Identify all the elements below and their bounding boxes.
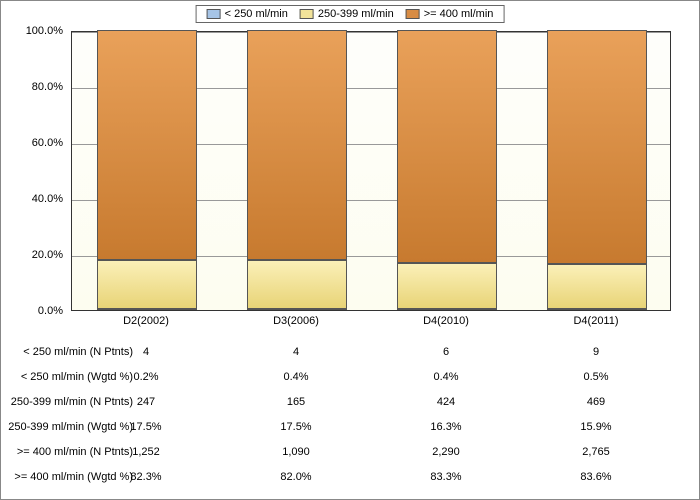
bar-segment	[397, 263, 497, 309]
table-cell: 469	[587, 396, 605, 408]
xtick-label: D4(2011)	[573, 315, 618, 327]
legend-item: 250-399 ml/min	[300, 8, 394, 20]
bar-group	[547, 32, 647, 310]
bar-segment	[397, 30, 497, 263]
bar-group	[397, 32, 497, 310]
row-label: 250-399 ml/min (Wgtd %)	[1, 421, 141, 433]
bar-group	[247, 32, 347, 310]
table-row: >= 400 ml/min (N Ptnts)1,252 1,090 2,290 2,…	[1, 439, 700, 464]
legend-swatch	[300, 9, 314, 19]
table-row: < 250 ml/min (Wgtd %)0.2% 0.4% 0.4% 0.5%	[1, 364, 700, 389]
row-label: >= 400 ml/min (Wgtd %)	[1, 471, 141, 483]
table-cell: 165	[287, 396, 305, 408]
table-cell: 82.0%	[280, 471, 311, 483]
table-cell: 4	[293, 346, 299, 358]
table-cell: 83.3%	[430, 471, 461, 483]
bar-group	[97, 32, 197, 310]
table-cell: 16.3%	[430, 421, 461, 433]
table-cell: 1,252	[132, 446, 160, 458]
bar-segment	[97, 30, 197, 260]
table-cell: 1,090	[282, 446, 310, 458]
table-row: < 250 ml/min (N Ptnts)4469	[1, 339, 700, 364]
row-label: >= 400 ml/min (N Ptnts)	[1, 446, 141, 458]
table-cell: 82.3%	[130, 471, 161, 483]
table-cell: 0.2%	[133, 371, 158, 383]
table-cell: 4	[143, 346, 149, 358]
row-label: < 250 ml/min (N Ptnts)	[1, 346, 141, 358]
legend-label: 250-399 ml/min	[318, 8, 394, 20]
ytick-label: 80.0%	[13, 81, 63, 93]
row-label: 250-399 ml/min (N Ptnts)	[1, 396, 141, 408]
table-cell: 9	[593, 346, 599, 358]
data-table: < 250 ml/min (N Ptnts)4469< 250 ml/min (…	[1, 339, 700, 489]
xtick-label: D2(2002)	[123, 315, 169, 327]
table-cell: 0.4%	[433, 371, 458, 383]
bar-segment	[97, 260, 197, 309]
table-row: >= 400 ml/min (Wgtd %)82.3% 82.0% 83.3% 83.…	[1, 464, 700, 489]
table-cell: 424	[437, 396, 455, 408]
legend: < 250 ml/min 250-399 ml/min >= 400 ml/min	[196, 5, 505, 23]
bar-segment	[247, 260, 347, 309]
table-row: 250-399 ml/min (N Ptnts)247 165 424 469	[1, 389, 700, 414]
row-label: < 250 ml/min (Wgtd %)	[1, 371, 141, 383]
chart-container: < 250 ml/min 250-399 ml/min >= 400 ml/min …	[0, 0, 700, 500]
plot-area	[71, 31, 671, 311]
table-cell: 2,765	[582, 446, 610, 458]
legend-item: >= 400 ml/min	[406, 8, 494, 20]
table-cell: 0.4%	[283, 371, 308, 383]
bar-segment	[547, 30, 647, 264]
table-cell: 2,290	[432, 446, 460, 458]
legend-item: < 250 ml/min	[207, 8, 288, 20]
legend-swatch	[406, 9, 420, 19]
legend-swatch	[207, 9, 221, 19]
legend-label: >= 400 ml/min	[424, 8, 494, 20]
xtick-label: D3(2006)	[273, 315, 319, 327]
bar-segment	[547, 264, 647, 309]
legend-label: < 250 ml/min	[225, 8, 288, 20]
ytick-label: 60.0%	[13, 137, 63, 149]
table-cell: 17.5%	[280, 421, 311, 433]
bar-segment	[247, 30, 347, 260]
ytick-label: 20.0%	[13, 249, 63, 261]
table-cell: 6	[443, 346, 449, 358]
table-cell: 0.5%	[583, 371, 608, 383]
ytick-label: 100.0%	[13, 25, 63, 37]
table-cell: 247	[137, 396, 155, 408]
table-cell: 15.9%	[580, 421, 611, 433]
ytick-label: 40.0%	[13, 193, 63, 205]
table-cell: 83.6%	[580, 471, 611, 483]
ytick-label: 0.0%	[13, 305, 63, 317]
table-row: 250-399 ml/min (Wgtd %)17.5%17.5%16.3%15…	[1, 414, 700, 439]
table-cell: 17.5%	[130, 421, 161, 433]
xtick-label: D4(2010)	[423, 315, 469, 327]
